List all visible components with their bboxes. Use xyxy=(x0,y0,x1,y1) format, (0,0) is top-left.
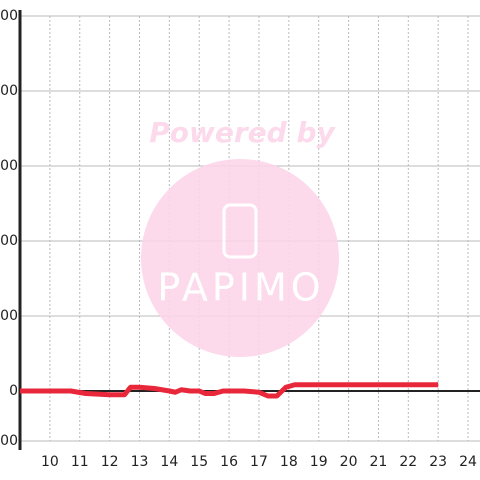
watermark-top: Powered by xyxy=(149,116,336,149)
x-tick-label: 10 xyxy=(41,454,59,470)
x-tick-label: 21 xyxy=(370,454,388,470)
x-tick-label: 11 xyxy=(71,454,89,470)
watermark: Powered by PAPIMO xyxy=(141,116,339,357)
x-tick-label: 12 xyxy=(101,454,119,470)
x-tick-label: 18 xyxy=(280,454,298,470)
y-tick-label: 90,000 xyxy=(0,158,18,174)
watermark-icon xyxy=(222,203,258,259)
x-tick-label: 20 xyxy=(340,454,358,470)
plot: -20,000 0 30,000 60,000 90,000 120,000 150,000… xyxy=(0,8,480,470)
x-tick-label: 22 xyxy=(399,454,417,470)
line-series xyxy=(20,382,439,399)
y-tick-label: 120,000 xyxy=(0,83,18,99)
y-tick-label: 30,000 xyxy=(0,308,18,324)
x-tick-label: 15 xyxy=(190,454,208,470)
y-tick-label: -20,000 xyxy=(0,433,18,449)
x-tick-label: 13 xyxy=(131,454,149,470)
y-tick-label: 60,000 xyxy=(0,233,18,249)
x-tick-label: 23 xyxy=(429,454,447,470)
y-tick-label: 150,000 xyxy=(0,8,18,24)
y-tick-label: 0 xyxy=(9,383,18,399)
watermark-bottom: PAPIMO xyxy=(157,266,324,310)
x-tick-label: 14 xyxy=(160,454,178,470)
x-tick-label: 16 xyxy=(220,454,238,470)
x-tick-label: 17 xyxy=(250,454,268,470)
x-tick-label: 19 xyxy=(310,454,328,470)
x-tick-label: 24 xyxy=(459,454,477,470)
